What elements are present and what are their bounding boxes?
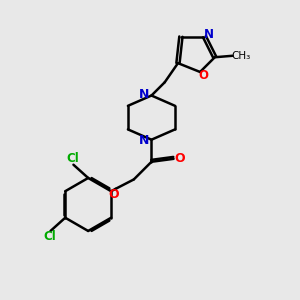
Text: O: O [109, 188, 119, 201]
Text: O: O [198, 69, 208, 82]
Text: Cl: Cl [67, 152, 79, 165]
Text: N: N [139, 134, 149, 147]
Text: O: O [174, 152, 185, 165]
Text: CH₃: CH₃ [232, 51, 251, 61]
Text: N: N [139, 88, 149, 101]
Text: N: N [204, 28, 214, 41]
Text: Cl: Cl [44, 230, 56, 243]
